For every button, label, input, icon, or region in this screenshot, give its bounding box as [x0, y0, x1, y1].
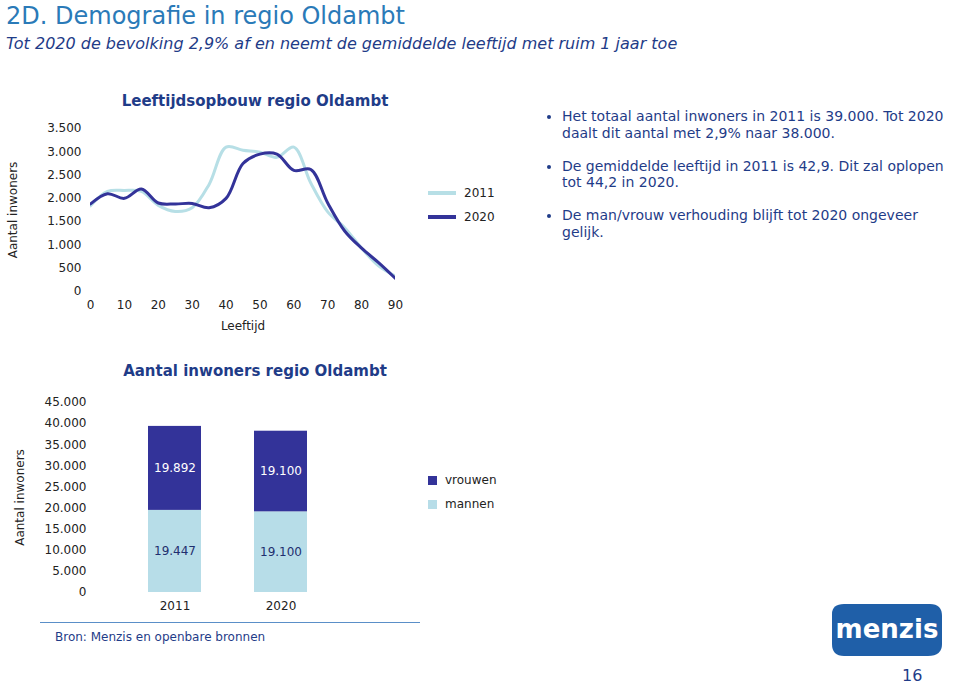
svg-text:menzis: menzis: [836, 614, 939, 644]
svg-text:19.100: 19.100: [260, 464, 302, 478]
svg-text:500: 500: [59, 261, 82, 275]
svg-text:1.000: 1.000: [47, 238, 81, 252]
svg-text:19.447: 19.447: [154, 544, 196, 558]
svg-text:0: 0: [79, 585, 87, 599]
svg-text:0: 0: [87, 298, 95, 312]
svg-text:15.000: 15.000: [45, 522, 87, 536]
html-text:vrouwen: vrouwen: [445, 473, 497, 487]
svg-text:40: 40: [218, 298, 233, 312]
svg-text:3.000: 3.000: [47, 145, 81, 159]
svg-text:25.000: 25.000: [45, 480, 87, 494]
svg-text:2020: 2020: [266, 599, 297, 613]
svg-text:Aantal inwoners: Aantal inwoners: [13, 449, 27, 546]
svg-text:2.500: 2.500: [47, 168, 81, 182]
html-text:Aantal inwoners regio Oldambt: Aantal inwoners regio Oldambt: [123, 362, 387, 380]
svg-text:1.500: 1.500: [47, 214, 81, 228]
svg-text:70: 70: [320, 298, 335, 312]
html-text:Leeftijdsopbouw regio Oldambt: Leeftijdsopbouw regio Oldambt: [121, 92, 389, 110]
svg-text:20: 20: [151, 298, 166, 312]
svg-text:30.000: 30.000: [45, 459, 87, 473]
svg-text:80: 80: [354, 298, 369, 312]
html-text:mannen: mannen: [445, 497, 495, 511]
html-text:2011: 2011: [464, 185, 495, 200]
html-text:2D. Demografie in regio Oldamb: 2D. Demografie in regio Oldambt: [6, 2, 405, 30]
svg-text:3.500: 3.500: [47, 121, 81, 135]
svg-text:10.000: 10.000: [45, 543, 87, 557]
html-text:Het totaal aantal inwoners in: Het totaal aantal inwoners in 2011 is 39…: [562, 108, 944, 141]
html-text:2020: 2020: [464, 209, 495, 224]
svg-text:45.000: 45.000: [45, 395, 87, 409]
svg-text:20.000: 20.000: [45, 501, 87, 515]
svg-text:Leeftijd: Leeftijd: [221, 319, 265, 333]
html-text:Bron: Menzis en openbare bronn: Bron: Menzis en openbare bronnen: [55, 630, 266, 644]
svg-text:40.000: 40.000: [45, 416, 87, 430]
html-text:De man/vrouw verhouding blijft: De man/vrouw verhouding blijft tot 2020 …: [562, 207, 918, 240]
html-text:De gemiddelde leeftijd in 2011: De gemiddelde leeftijd in 2011 is 42,9. …: [562, 157, 944, 191]
svg-text:60: 60: [286, 298, 301, 312]
html-text:16: 16: [902, 666, 923, 685]
svg-text:50: 50: [252, 298, 267, 312]
svg-text:19.892: 19.892: [154, 461, 196, 475]
svg-text:90: 90: [388, 298, 403, 312]
svg-text:10: 10: [117, 298, 132, 312]
svg-text:2011: 2011: [160, 599, 191, 613]
svg-text:30: 30: [185, 298, 200, 312]
html-text:Tot 2020 de bevolking 2,9% af: Tot 2020 de bevolking 2,9% af en neemt d…: [6, 34, 678, 53]
svg-text:2.000: 2.000: [47, 191, 81, 205]
svg-text:Aantal inwoners: Aantal inwoners: [6, 162, 20, 259]
svg-text:0: 0: [74, 284, 82, 298]
svg-text:19.100: 19.100: [260, 545, 302, 559]
svg-text:5.000: 5.000: [52, 564, 86, 578]
svg-text:35.000: 35.000: [45, 438, 87, 452]
